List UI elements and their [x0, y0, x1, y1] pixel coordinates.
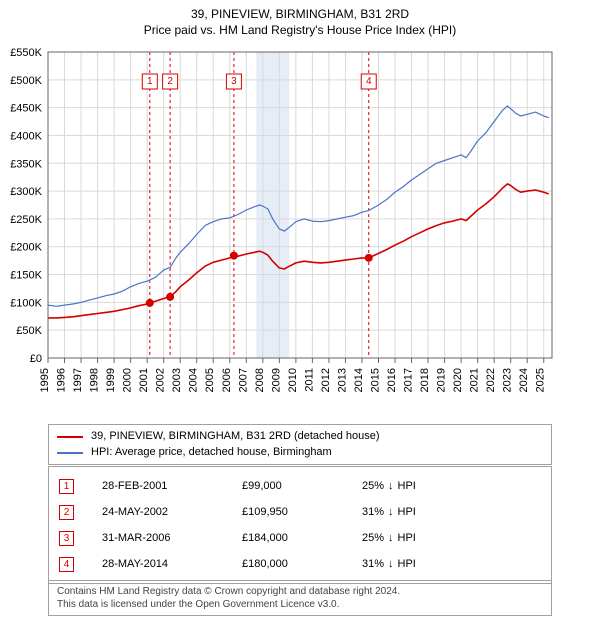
down-arrow-icon: ↓ — [388, 506, 394, 518]
svg-text:1997: 1997 — [72, 368, 84, 392]
svg-text:2013: 2013 — [336, 368, 348, 392]
sale-marker: 1 — [59, 479, 74, 494]
down-arrow-icon: ↓ — [388, 532, 394, 544]
svg-text:£100K: £100K — [10, 297, 42, 309]
title-subtitle: Price paid vs. HM Land Registry's House … — [0, 22, 600, 38]
svg-text:2008: 2008 — [254, 368, 266, 392]
svg-text:£250K: £250K — [10, 214, 42, 226]
svg-text:£150K: £150K — [10, 270, 42, 282]
svg-text:2007: 2007 — [237, 368, 249, 392]
svg-text:£200K: £200K — [10, 242, 42, 254]
svg-text:2006: 2006 — [221, 368, 233, 392]
svg-text:2005: 2005 — [204, 368, 216, 392]
svg-text:£300K: £300K — [10, 186, 42, 198]
svg-text:2010: 2010 — [287, 368, 299, 392]
svg-text:2020: 2020 — [452, 368, 464, 392]
legend-item: HPI: Average price, detached house, Birm… — [57, 445, 543, 461]
svg-text:2001: 2001 — [138, 368, 150, 392]
down-arrow-icon: ↓ — [388, 558, 394, 570]
svg-text:£450K: £450K — [10, 103, 42, 115]
svg-text:£500K: £500K — [10, 75, 42, 87]
svg-text:£350K: £350K — [10, 158, 42, 170]
attribution-footer: Contains HM Land Registry data © Crown c… — [48, 580, 552, 616]
legend-label: 39, PINEVIEW, BIRMINGHAM, B31 2RD (detac… — [91, 429, 380, 445]
sale-date: 24-MAY-2002 — [102, 506, 242, 518]
svg-text:2003: 2003 — [171, 368, 183, 392]
footer-line-2: This data is licensed under the Open Gov… — [57, 598, 543, 611]
svg-text:1996: 1996 — [56, 368, 68, 392]
svg-text:2000: 2000 — [122, 368, 134, 392]
svg-text:1995: 1995 — [39, 368, 51, 392]
svg-text:£0: £0 — [30, 353, 42, 365]
chart-title-block: 39, PINEVIEW, BIRMINGHAM, B31 2RD Price … — [0, 0, 600, 38]
svg-text:2017: 2017 — [403, 368, 415, 392]
svg-text:1998: 1998 — [89, 368, 101, 392]
svg-text:2002: 2002 — [155, 368, 167, 392]
sale-price: £180,000 — [242, 558, 362, 570]
legend-item: 39, PINEVIEW, BIRMINGHAM, B31 2RD (detac… — [57, 429, 543, 445]
sale-price: £99,000 — [242, 480, 362, 492]
legend-swatch — [57, 452, 83, 454]
svg-text:2016: 2016 — [386, 368, 398, 392]
svg-text:2024: 2024 — [518, 368, 530, 392]
sale-delta: 31% ↓ HPI — [362, 558, 416, 570]
svg-text:2009: 2009 — [270, 368, 282, 392]
svg-text:2021: 2021 — [469, 368, 481, 392]
svg-text:4: 4 — [366, 76, 372, 87]
chart-area: £0 £50K £100K £150K £200K £250K £300K £350K £400… — [0, 46, 600, 416]
sales-row: 2 24-MAY-2002£109,95031% ↓ HPI — [59, 499, 541, 525]
svg-text:2022: 2022 — [485, 368, 497, 392]
svg-text:2011: 2011 — [303, 368, 315, 392]
sale-price: £109,950 — [242, 506, 362, 518]
sale-price: £184,000 — [242, 532, 362, 544]
sales-row: 1 28-FEB-2001£99,00025% ↓ HPI — [59, 473, 541, 499]
svg-text:2004: 2004 — [188, 368, 200, 392]
svg-text:£550K: £550K — [10, 47, 42, 59]
sale-marker: 2 — [59, 505, 74, 520]
svg-text:2: 2 — [167, 76, 173, 87]
svg-text:2014: 2014 — [353, 368, 365, 392]
down-arrow-icon: ↓ — [388, 480, 394, 492]
svg-text:2025: 2025 — [535, 368, 547, 392]
sale-delta: 25% ↓ HPI — [362, 480, 416, 492]
sale-date: 28-MAY-2014 — [102, 558, 242, 570]
sale-marker: 3 — [59, 531, 74, 546]
svg-text:2019: 2019 — [436, 368, 448, 392]
sale-delta: 25% ↓ HPI — [362, 532, 416, 544]
svg-text:2015: 2015 — [369, 368, 381, 392]
svg-text:3: 3 — [231, 76, 237, 87]
svg-text:1: 1 — [147, 76, 153, 87]
svg-text:£400K: £400K — [10, 130, 42, 142]
sales-row: 4 28-MAY-2014£180,00031% ↓ HPI — [59, 551, 541, 577]
svg-text:2023: 2023 — [502, 368, 514, 392]
title-address: 39, PINEVIEW, BIRMINGHAM, B31 2RD — [0, 6, 600, 22]
legend: 39, PINEVIEW, BIRMINGHAM, B31 2RD (detac… — [48, 424, 552, 465]
sale-date: 31-MAR-2006 — [102, 532, 242, 544]
footer-line-1: Contains HM Land Registry data © Crown c… — [57, 585, 543, 598]
svg-text:1999: 1999 — [105, 368, 117, 392]
sale-delta: 31% ↓ HPI — [362, 506, 416, 518]
svg-text:2018: 2018 — [419, 368, 431, 392]
svg-text:£50K: £50K — [16, 325, 42, 337]
sales-row: 3 31-MAR-2006£184,00025% ↓ HPI — [59, 525, 541, 551]
sale-date: 28-FEB-2001 — [102, 480, 242, 492]
legend-label: HPI: Average price, detached house, Birm… — [91, 445, 332, 461]
sales-table: 128-FEB-2001£99,00025% ↓ HPI224-MAY-2002… — [48, 466, 552, 584]
sale-marker: 4 — [59, 557, 74, 572]
legend-swatch — [57, 436, 83, 438]
svg-text:2012: 2012 — [320, 368, 332, 392]
